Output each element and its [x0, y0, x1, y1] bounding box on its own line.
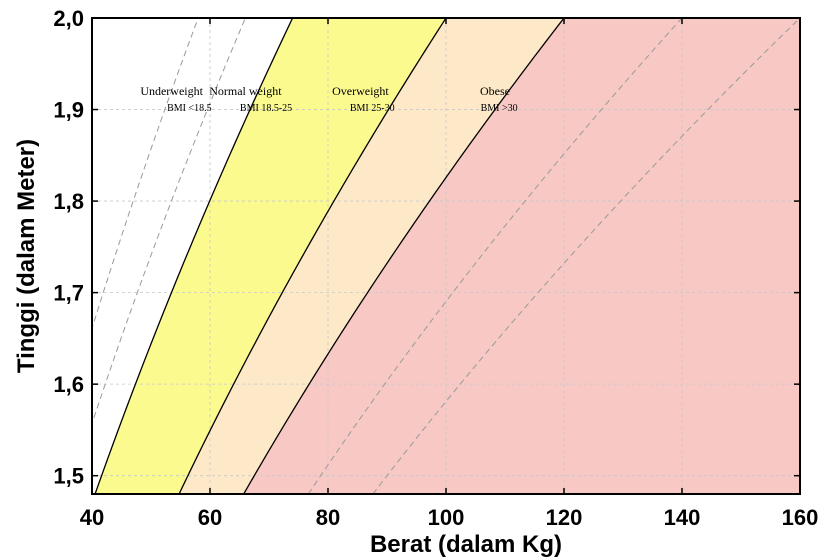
- x-tick-label-0: 40: [80, 505, 104, 530]
- y-axis-title: Tinggi (dalam Meter): [13, 139, 40, 373]
- y-tick-label-1: 1,6: [53, 372, 84, 397]
- zone-label-2: Overweight: [332, 84, 389, 98]
- x-tick-label-6: 160: [782, 505, 819, 530]
- y-tick-label-2: 1,7: [53, 281, 84, 306]
- zone-1: [95, 18, 446, 494]
- bmi-boundary-lines: [94, 18, 565, 494]
- x-tick-label-1: 60: [198, 505, 222, 530]
- zone-range-label-0: BMI <18.5: [167, 103, 212, 114]
- zone-range-label-1: BMI 18.5-25: [240, 103, 292, 114]
- dashed-line-1: [92, 18, 246, 426]
- dashed-line-2: [307, 18, 683, 494]
- x-tick-label-4: 120: [546, 505, 583, 530]
- zone-labels: Underweight BMI <18.5 Normal weight BMI 18.…: [140, 84, 517, 114]
- x-tick-labels: 40 60 80 100 120 140 160: [80, 505, 819, 530]
- dashed-line-3: [372, 18, 800, 494]
- zone-label-0: Underweight: [140, 84, 203, 98]
- x-tick-label-5: 140: [664, 505, 701, 530]
- grid-lines: [92, 18, 800, 494]
- zone-range-label-3: BMI >30: [481, 103, 518, 114]
- x-tick-label-3: 100: [428, 505, 465, 530]
- zone-3: [243, 18, 800, 494]
- reference-lines: [92, 18, 800, 494]
- ticks: [91, 17, 801, 494]
- zone-0: [92, 18, 293, 494]
- y-tick-label-4: 1,9: [53, 98, 84, 123]
- zone-2: [179, 18, 564, 494]
- y-tick-labels: 1,5 1,6 1,7 1,8 1,9 2,0: [53, 6, 84, 489]
- boundary-line-0: [94, 18, 294, 494]
- boundary-line-1: [178, 18, 447, 494]
- zone-areas: [92, 18, 800, 494]
- x-tick-label-2: 80: [316, 505, 340, 530]
- y-tick-label-0: 1,5: [53, 464, 84, 489]
- zone-range-label-2: BMI 25-30: [350, 103, 395, 114]
- x-axis-title: Berat (dalam Kg): [370, 531, 562, 558]
- boundary-line-2: [243, 18, 565, 494]
- y-tick-label-3: 1,8: [53, 189, 84, 214]
- zone-label-1: Normal weight: [209, 84, 282, 98]
- zone-label-3: Obese: [480, 84, 510, 98]
- y-tick-label-5: 2,0: [53, 6, 84, 31]
